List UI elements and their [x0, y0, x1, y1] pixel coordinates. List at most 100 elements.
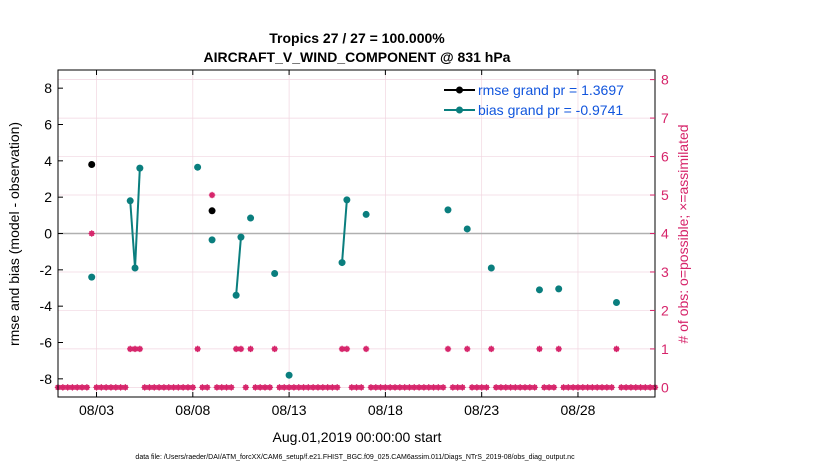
obs-count-zero-marker-91 [579, 384, 586, 391]
obs-count-marker-5 [194, 345, 201, 353]
obs-count-marker-3 [131, 345, 139, 353]
bias-point-15 [463, 225, 471, 233]
obs-count-zero-marker-13 [122, 384, 129, 391]
y-axis-label-left: rmse and bias (model - observation) [6, 122, 22, 346]
obs-count-marker-16 [536, 345, 543, 353]
x-tick-label-3: 08/18 [368, 402, 403, 418]
bias-point-17 [535, 286, 543, 294]
obs-count-marker-2 [127, 345, 134, 353]
obs-count-marker-13 [444, 345, 452, 353]
obs-count-marker-0 [88, 230, 95, 237]
bias-point-3 [136, 164, 144, 172]
bias-point-14 [444, 206, 452, 214]
obs-count-marker-14 [464, 345, 471, 353]
bias-point-16 [487, 264, 495, 272]
obs-count-zero-marker-5 [78, 384, 86, 391]
chart-title-line1: Tropics 27 / 27 = 100.000% [269, 30, 445, 46]
obs-count-zero-marker-24 [189, 384, 197, 391]
legend: rmse grand pr = 1.3697 bias grand pr = -… [444, 82, 624, 118]
y-right-tick-label-2: 2 [661, 302, 669, 318]
obs-count-zero-marker-79 [512, 384, 519, 391]
legend-bias-label: bias grand pr = -0.9741 [478, 102, 623, 118]
bias-point-10 [285, 371, 293, 379]
bias-point-13 [362, 210, 370, 218]
obs-count-zero-marker-83 [531, 384, 538, 391]
bias-point-8 [247, 214, 255, 222]
x-tick-label-1: 08/08 [175, 402, 210, 418]
obs-count-zero-marker-19 [165, 384, 172, 391]
y-axis-label-right: # of obs: o=possible; ×=assimilated [675, 124, 691, 343]
obs-count-zero-marker-36 [276, 384, 283, 391]
obs-count-zero-marker-4 [74, 384, 81, 391]
bias-segment-0-1 [129, 200, 137, 269]
y-left-tick-label-4: 0 [44, 226, 52, 242]
obs-count-zero-marker-95 [598, 384, 606, 391]
bias-point-0 [88, 273, 96, 281]
x-tick-label-4: 08/23 [464, 402, 499, 418]
obs-count-zero-marker-50 [353, 384, 360, 391]
obs-count-zero-marker-86 [550, 384, 558, 391]
obs-count-zero-marker-70 [459, 384, 466, 391]
x-tick-label-0: 08/03 [79, 402, 114, 418]
y-ticks-right: 0 1 2 3 4 5 6 7 8 [650, 72, 669, 395]
rmse-series-layer [88, 160, 216, 215]
y-right-tick-label-0: 0 [661, 379, 669, 395]
y-left-tick-label-6: 4 [44, 153, 52, 169]
y-left-tick-label-8: 8 [44, 80, 52, 96]
bias-segment-0-2 [134, 168, 141, 269]
bias-point-12 [343, 196, 351, 204]
obs-count-marker-7 [237, 345, 245, 353]
obs-count-zero-marker-58 [396, 384, 404, 391]
obs-count-marker-15 [488, 345, 495, 353]
obs-count-zero-marker-28 [218, 384, 225, 391]
obs-count-zero-marker-7 [93, 384, 100, 391]
bias-point-6 [232, 291, 240, 299]
obs-count-zero-marker-26 [204, 384, 211, 391]
y-right-tick-label-4: 4 [661, 226, 669, 242]
obs-count-zero-marker-35 [266, 384, 274, 391]
obs-count-zero-marker-74 [483, 384, 490, 391]
obs-count-zero-marker-1 [59, 384, 67, 391]
bias-point-2 [131, 264, 139, 272]
y-left-tick-label-3: -2 [40, 262, 53, 278]
bias-point-1 [126, 197, 134, 205]
y-right-tick-label-6: 6 [661, 149, 669, 165]
obs-count-zero-marker-31 [242, 384, 249, 391]
obs-count-zero-marker-48 [334, 384, 341, 391]
obs-count-zero-marker-51 [358, 384, 365, 391]
data-file-footer: data file: /Users/raeder/DAI/ATM_forcXX/… [135, 454, 575, 461]
obs-count-zero-marker-65 [430, 384, 437, 391]
obs-count-marker-11 [343, 345, 351, 353]
y-left-tick-label-7: 6 [44, 117, 52, 133]
y-left-tick-label-2: -4 [40, 298, 53, 314]
legend-rmse-marker [456, 86, 463, 94]
obs-count-marker-12 [362, 345, 370, 353]
legend-bias-marker [456, 106, 463, 114]
bias-point-19 [612, 299, 620, 307]
obs-count-zero-marker-6 [83, 384, 91, 391]
bias-point-7 [237, 233, 245, 241]
bias-point-11 [338, 259, 346, 267]
x-ticks: 08/03 08/08 08/13 08/18 08/23 08/28 [79, 70, 596, 418]
obs-count-zero-marker-97 [608, 384, 615, 391]
obs-count-zero-marker-67 [439, 384, 447, 391]
y-right-tick-label-7: 7 [661, 110, 669, 126]
obs-count-zero-marker-30 [228, 384, 235, 391]
obs-count-marker-4 [136, 345, 144, 353]
obs-count-zero-marker-40 [295, 384, 302, 391]
legend-rmse-label: rmse grand pr = 1.3697 [478, 82, 624, 98]
obs-count-zero-marker-60 [406, 384, 413, 391]
obs-count-zero-marker-82 [526, 384, 534, 391]
obs-count-marker-1 [208, 191, 216, 199]
y-ticks-left: -8 -6 -4 -2 0 2 4 6 8 [40, 80, 63, 387]
bias-series-layer [88, 163, 620, 379]
obs-count-marker-17 [555, 345, 562, 353]
x-tick-label-5: 08/28 [560, 402, 595, 418]
bias-segment-1-2 [235, 237, 242, 296]
obs-count-marker-9 [271, 345, 278, 353]
obs-count-marker-8 [247, 345, 254, 353]
y-right-tick-label-8: 8 [661, 72, 669, 88]
bias-point-5 [208, 236, 216, 244]
rmse-point-1 [208, 207, 216, 215]
